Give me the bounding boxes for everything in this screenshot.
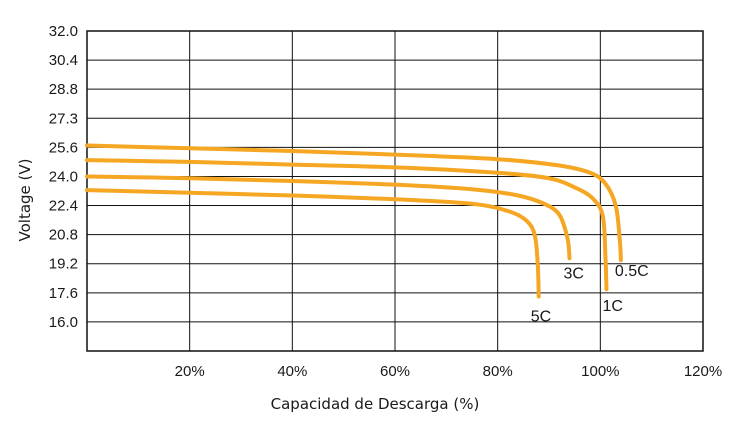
x-axis-label: Capacidad de Descarga (%) [271,395,480,413]
y-tick-label: 25.6 [49,139,78,156]
series-line-1C [85,158,609,292]
curve-label-0.5C: 0.5C [615,263,649,280]
x-tick-label: 80% [483,363,513,380]
y-tick-label: 28.8 [49,81,78,98]
series-line-3C [85,174,572,261]
x-tick-label: 20% [175,363,205,380]
x-tick-label: 120% [684,363,722,380]
curve-labels: 0.5C 1C 3C 5C [531,263,649,325]
y-tick-label: 16.0 [49,314,78,331]
curve-label-3C: 3C [564,265,584,282]
curve-label-5C: 5C [531,308,551,325]
y-tick-label: 22.4 [49,198,78,215]
y-tick-label: 32.0 [49,23,78,40]
series-line-5C [85,188,541,299]
y-axis-label: Voltage (V) [16,159,34,242]
y-tick-label: 27.3 [49,110,78,127]
y-tick-label: 30.4 [49,52,78,69]
x-tick-label: 60% [380,363,410,380]
x-tick-label: 100% [581,363,619,380]
y-tick-label: 17.6 [49,285,78,302]
y-tick-labels: 32.0 30.4 28.8 27.3 25.6 24.0 22.4 20.8 19.2 17.6… [49,23,78,331]
x-tick-label: 40% [277,363,307,380]
y-tick-label: 19.2 [49,256,78,273]
series-lines [85,143,623,299]
x-tick-labels: 20% 40% 60% 80% 100% 120% [175,363,723,380]
series-line-0.5C [85,143,623,263]
y-tick-label: 20.8 [49,227,78,244]
y-tick-label: 24.0 [49,168,78,185]
curve-label-1C: 1C [602,298,622,315]
